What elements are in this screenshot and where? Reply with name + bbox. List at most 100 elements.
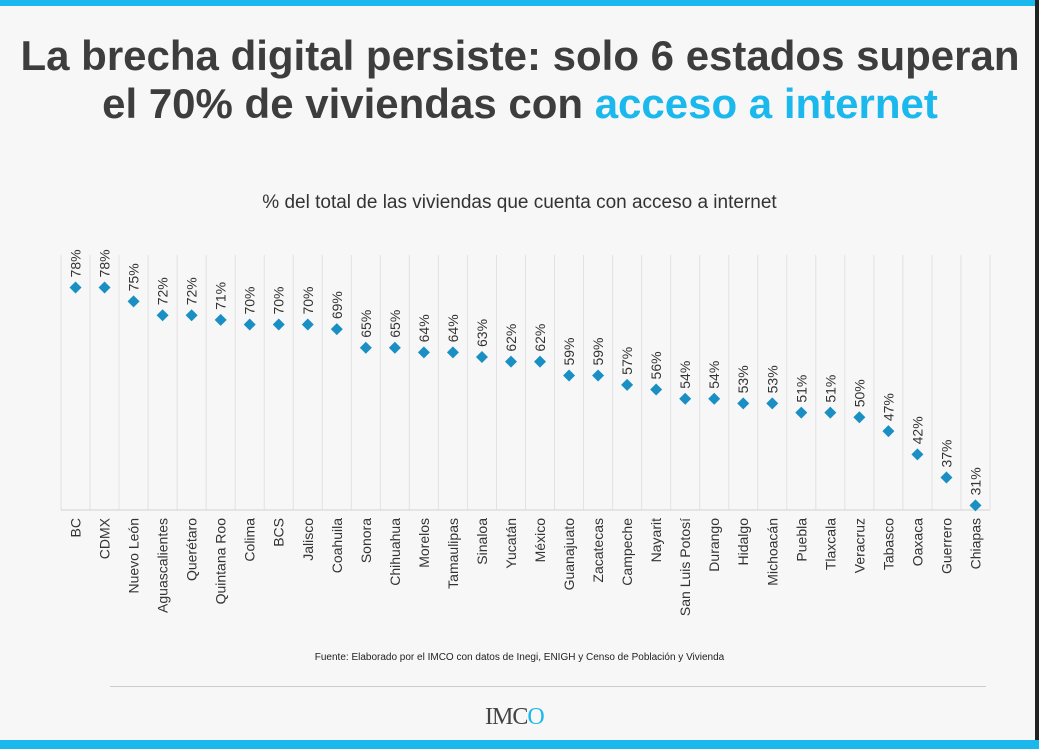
x-tick-label: Querétaro: [184, 518, 200, 581]
data-point: [679, 392, 692, 405]
x-tick-label: Coahuila: [329, 518, 345, 573]
data-point: [882, 425, 895, 438]
x-tick-label: Tabasco: [880, 518, 896, 570]
data-label: 62%: [503, 324, 519, 352]
data-point: [446, 346, 459, 359]
x-tick-label: Jalisco: [300, 518, 316, 561]
imco-logo: IMCO: [485, 704, 545, 730]
data-label: 63%: [474, 319, 490, 347]
data-label: 42%: [909, 416, 925, 444]
data-label: 64%: [416, 314, 432, 342]
data-label: 70%: [271, 287, 287, 315]
x-tick-label: Michoacán: [764, 518, 780, 586]
data-point: [475, 351, 488, 363]
data-label: 64%: [445, 314, 461, 342]
data-point: [243, 318, 256, 331]
data-label: 72%: [184, 277, 200, 305]
x-tick-label: Tamaulipas: [445, 518, 461, 589]
x-tick-label: BCS: [271, 518, 287, 547]
x-tick-label: Tlaxcala: [822, 518, 838, 570]
chart-title: La brecha digital persiste: solo 6 estad…: [20, 32, 1020, 128]
data-label: 75%: [126, 263, 142, 291]
bottom-accent-bar: [0, 740, 1039, 749]
data-label: 59%: [590, 338, 606, 366]
x-tick-label: Colima: [242, 518, 258, 562]
data-label: 70%: [300, 287, 316, 315]
x-tick-label: Yucatán: [503, 518, 519, 569]
x-tick-label: Aguascalientes: [155, 518, 171, 613]
x-tick-label: BC: [68, 518, 84, 537]
data-point: [272, 318, 285, 331]
divider: [110, 686, 986, 687]
data-label: 69%: [329, 291, 345, 319]
data-label: 50%: [851, 379, 867, 407]
data-label: 53%: [764, 365, 780, 393]
data-label: 62%: [532, 324, 548, 352]
data-label: 70%: [242, 287, 258, 315]
data-label: 47%: [880, 393, 896, 421]
x-tick-label: Oaxaca: [909, 518, 925, 566]
x-tick-label: México: [532, 518, 548, 563]
chart-subtitle: % del total de las viviendas que cuenta …: [262, 192, 777, 213]
data-label: 56%: [648, 351, 664, 379]
x-tick-label: Veracruz: [851, 518, 867, 573]
x-tick-label: Zacatecas: [590, 518, 606, 583]
x-tick-label: Guanajuato: [561, 518, 577, 591]
x-tick-label: Campeche: [619, 518, 635, 586]
data-point: [737, 397, 750, 410]
data-point: [301, 318, 314, 331]
data-label: 78%: [68, 249, 84, 277]
data-point: [940, 471, 953, 484]
data-label: 53%: [735, 365, 751, 393]
data-point: [592, 369, 605, 382]
data-point: [650, 383, 663, 396]
data-point: [795, 406, 808, 419]
data-point: [156, 309, 169, 322]
data-label: 65%: [358, 310, 374, 338]
x-tick-label: Sinaloa: [474, 518, 490, 565]
data-point: [127, 295, 140, 308]
x-tick-label: Chiapas: [967, 518, 983, 569]
data-label: 65%: [387, 310, 403, 338]
title-highlight: acceso a internet: [594, 80, 938, 127]
data-label: 72%: [155, 277, 171, 305]
data-point: [69, 281, 82, 294]
x-tick-label: Guerrero: [938, 518, 954, 574]
data-point: [708, 392, 721, 405]
x-tick-label: Sonora: [358, 518, 374, 563]
source-note: Fuente: Elaborado por el IMCO con datos …: [314, 652, 725, 663]
data-point: [969, 499, 982, 512]
data-point: [911, 448, 924, 461]
data-point: [359, 341, 372, 354]
data-label: 37%: [938, 440, 954, 468]
x-tick-label: Hidalgo: [735, 518, 751, 566]
data-label: 31%: [967, 467, 983, 495]
x-tick-label: Nayarit: [648, 518, 664, 562]
data-point: [417, 346, 430, 359]
data-point: [824, 406, 837, 419]
data-point: [766, 397, 779, 410]
data-point: [388, 341, 401, 354]
x-tick-label: Chihuahua: [387, 518, 403, 586]
x-tick-label: Durango: [706, 518, 722, 572]
top-accent-bar: [0, 0, 1039, 6]
data-point: [98, 281, 111, 294]
data-label: 54%: [706, 361, 722, 389]
data-point: [185, 309, 198, 322]
data-label: 51%: [793, 375, 809, 403]
data-point: [534, 355, 547, 368]
data-point: [214, 313, 227, 326]
data-label: 54%: [677, 361, 693, 389]
data-label: 59%: [561, 338, 577, 366]
x-tick-label: CDMX: [97, 517, 113, 559]
x-tick-label: Puebla: [793, 518, 809, 562]
data-label: 51%: [822, 375, 838, 403]
x-tick-label: Nuevo León: [126, 518, 142, 594]
data-point: [504, 355, 517, 368]
data-point: [563, 369, 576, 382]
data-label: 78%: [97, 249, 113, 277]
x-tick-label: Morelos: [416, 518, 432, 568]
x-tick-label: Quintana Roo: [213, 518, 229, 605]
data-point: [330, 323, 343, 336]
